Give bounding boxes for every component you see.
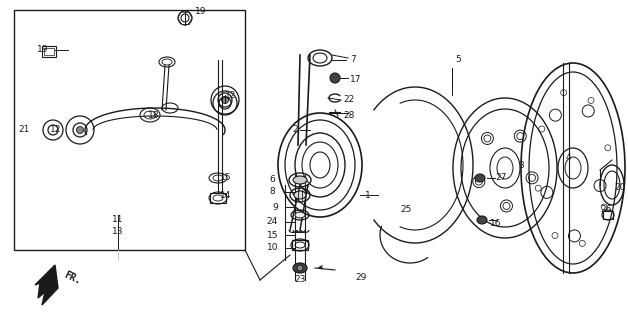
Text: 29: 29 xyxy=(355,273,366,282)
Text: 24: 24 xyxy=(267,218,278,227)
Text: 11: 11 xyxy=(112,215,124,225)
Text: 23: 23 xyxy=(295,276,306,284)
Bar xyxy=(14,10,245,250)
Text: 25: 25 xyxy=(400,205,411,214)
Bar xyxy=(42,46,56,57)
Text: 28: 28 xyxy=(343,110,354,119)
Text: 26: 26 xyxy=(600,205,612,214)
Text: 8: 8 xyxy=(269,188,275,196)
Bar xyxy=(44,48,54,55)
Circle shape xyxy=(330,73,340,83)
Bar xyxy=(292,240,308,250)
Ellipse shape xyxy=(293,176,307,184)
Text: 1: 1 xyxy=(365,190,371,199)
Text: 3: 3 xyxy=(518,161,524,170)
Text: 19: 19 xyxy=(195,7,207,17)
Text: 9: 9 xyxy=(273,203,278,212)
Text: 15: 15 xyxy=(220,173,232,182)
Text: 7: 7 xyxy=(350,55,355,65)
Ellipse shape xyxy=(295,212,305,218)
Ellipse shape xyxy=(294,191,306,199)
Bar xyxy=(210,193,226,203)
Polygon shape xyxy=(35,265,58,305)
Text: 2: 2 xyxy=(293,125,298,134)
Text: 20: 20 xyxy=(614,183,625,193)
Ellipse shape xyxy=(293,263,307,273)
Text: 17: 17 xyxy=(350,76,362,84)
Text: 15: 15 xyxy=(266,230,278,239)
Text: 22: 22 xyxy=(343,95,354,105)
Ellipse shape xyxy=(477,216,487,224)
Text: 4: 4 xyxy=(566,154,571,163)
Text: 5: 5 xyxy=(455,55,461,65)
Ellipse shape xyxy=(475,174,485,182)
Text: 18: 18 xyxy=(148,110,160,119)
Text: 27: 27 xyxy=(495,173,506,182)
Circle shape xyxy=(222,97,229,103)
Bar xyxy=(603,211,613,219)
Text: 10: 10 xyxy=(266,244,278,252)
Text: 14: 14 xyxy=(220,190,231,199)
Circle shape xyxy=(77,126,84,133)
Text: 12: 12 xyxy=(225,91,236,100)
Text: 21: 21 xyxy=(18,125,30,134)
Text: 6: 6 xyxy=(269,175,275,185)
Text: 16: 16 xyxy=(490,219,502,228)
Text: 13: 13 xyxy=(112,228,124,236)
Text: 19: 19 xyxy=(36,45,48,54)
Text: 12: 12 xyxy=(50,125,62,134)
Text: FR.: FR. xyxy=(62,270,82,286)
Circle shape xyxy=(297,265,303,271)
